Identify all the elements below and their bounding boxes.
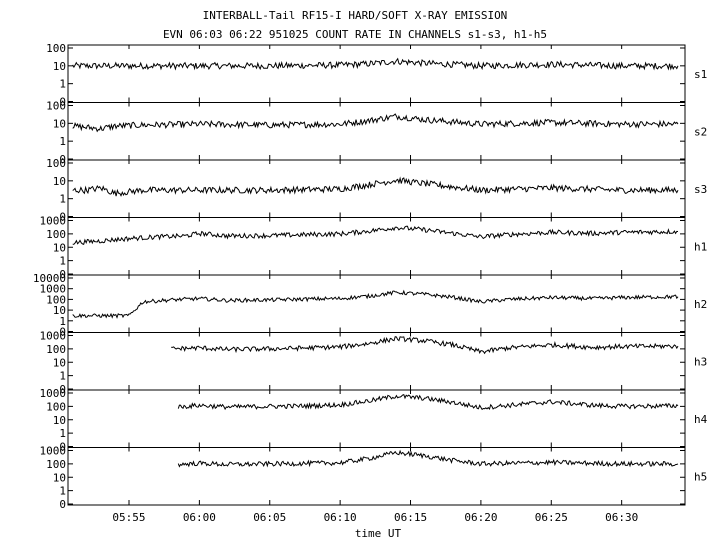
- panel-frame: [67, 447, 686, 506]
- x-tick-label: 06:00: [183, 511, 216, 524]
- y-tick-label: 1: [59, 135, 66, 148]
- series-line-h4: [177, 393, 679, 411]
- x-tick-label: 06:15: [394, 511, 427, 524]
- y-tick-label: 10: [53, 356, 66, 369]
- panel-label-s3: s3: [694, 183, 707, 196]
- y-tick-label: 0: [59, 96, 66, 109]
- series-line-s3: [72, 176, 679, 197]
- panel-frame: [67, 217, 686, 276]
- y-tick-label: 1000: [40, 387, 67, 400]
- panel-label-s2: s2: [694, 125, 707, 138]
- panel-label-s1: s1: [694, 68, 707, 81]
- y-tick-label: 10: [53, 60, 66, 73]
- y-tick-label: 10: [53, 414, 66, 427]
- y-tick-label: 0: [59, 498, 66, 511]
- chart-title: INTERBALL-Tail RF15-I HARD/SOFT X-RAY EM…: [203, 9, 508, 22]
- series-line-s1: [72, 57, 679, 71]
- panel-label-h2: h2: [694, 298, 707, 311]
- panel-label-h4: h4: [694, 413, 708, 426]
- panel-frame: [67, 159, 686, 218]
- y-tick-label: 10: [53, 471, 66, 484]
- panel-label-h1: h1: [694, 240, 707, 253]
- y-tick-label: 0: [59, 383, 66, 396]
- x-tick-label: 06:25: [535, 511, 568, 524]
- y-tick-label: 0: [59, 326, 66, 339]
- y-tick-label: 0: [59, 268, 66, 281]
- y-tick-label: 10: [53, 117, 66, 130]
- x-tick-label: 06:10: [324, 511, 357, 524]
- y-tick-label: 0: [59, 441, 66, 454]
- y-tick-label: 100: [46, 343, 66, 356]
- y-tick-label: 10: [53, 241, 66, 254]
- x-tick-label: 06:05: [253, 511, 286, 524]
- series-line-s2: [72, 113, 679, 133]
- y-tick-label: 1: [59, 255, 66, 268]
- x-tick-label: 05:55: [112, 511, 145, 524]
- y-tick-label: 1: [59, 315, 66, 328]
- y-tick-label: 100: [46, 157, 66, 170]
- y-tick-label: 1000: [40, 283, 67, 296]
- panel-frame: [67, 274, 686, 333]
- y-tick-label: 100: [46, 458, 66, 471]
- panel-label-h3: h3: [694, 355, 707, 368]
- y-tick-label: 1: [59, 193, 66, 206]
- y-tick-label: 100: [46, 100, 66, 113]
- y-tick-label: 10000: [33, 272, 66, 285]
- y-tick-label: 1: [59, 370, 66, 383]
- chart-subtitle: EVN 06:03 06:22 951025 COUNT RATE IN CHA…: [163, 28, 547, 41]
- series-line-h2: [72, 289, 679, 319]
- y-tick-label: 100: [46, 42, 66, 55]
- y-tick-label: 100: [46, 400, 66, 413]
- panel-label-h5: h5: [694, 470, 707, 483]
- y-tick-label: 100: [46, 228, 66, 241]
- panel-frame: [67, 102, 686, 161]
- panel-frame: [67, 44, 686, 103]
- series-line-h5: [177, 449, 679, 468]
- series-line-h3: [171, 336, 679, 355]
- y-tick-label: 100: [46, 293, 66, 306]
- panels: 1001010s11001010s21001010s310001001010h1…: [33, 42, 708, 511]
- y-tick-label: 10: [53, 304, 66, 317]
- y-tick-label: 0: [59, 153, 66, 166]
- y-tick-label: 0: [59, 211, 66, 224]
- x-axis: 05:55 06:00 06:05 06:10 06:15 06:20 06:25 06:30: [112, 45, 638, 524]
- series-line-h1: [72, 225, 679, 245]
- x-tick-label: 06:20: [464, 511, 497, 524]
- y-tick-label: 1000: [40, 330, 67, 343]
- y-tick-label: 1: [59, 78, 66, 91]
- y-tick-label: 1: [59, 485, 66, 498]
- y-tick-label: 1: [59, 427, 66, 440]
- x-axis-label: time UT: [355, 527, 402, 540]
- y-tick-label: 1000: [40, 445, 67, 458]
- x-tick-label: 06:30: [605, 511, 638, 524]
- panel-frame: [67, 332, 686, 391]
- y-tick-label: 1000: [40, 215, 67, 228]
- y-tick-label: 10: [53, 175, 66, 188]
